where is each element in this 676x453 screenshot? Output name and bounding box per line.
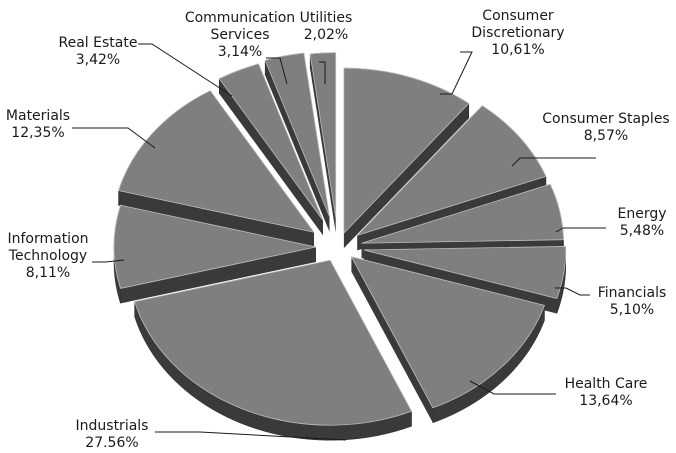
leader-line-health-care	[469, 380, 556, 395]
slice-name-label-consumer-staples: Consumer Staples	[542, 111, 669, 127]
pie-slice-materials	[118, 90, 315, 233]
slice-name-label-financials: Financials	[598, 285, 667, 301]
leader-line-financials	[555, 287, 590, 296]
leader-line-real-estate	[138, 43, 233, 97]
leader-line-energy	[555, 227, 606, 233]
pie-slice-utilities	[309, 52, 337, 218]
slice-name-label-utilities: Utilities	[300, 10, 353, 26]
leader-line-industrials	[155, 431, 347, 441]
pie-slice-energy	[361, 183, 564, 244]
leader-line-communication-services	[266, 57, 288, 85]
pie-tops	[113, 52, 567, 426]
leader-line-information-technology	[92, 259, 125, 263]
slice-name-label-energy: Energy	[617, 206, 666, 222]
slice-value-label-consumer-staples: 8,57%	[584, 128, 628, 144]
slice-side-face-utilities-0	[310, 53, 336, 233]
pie-slice-industrials	[134, 259, 413, 426]
slice-side-face-communication-services-0	[265, 60, 330, 232]
slice-name-label-health-care: Health Care	[565, 376, 648, 392]
slice-side-face-health-care-1	[351, 256, 433, 423]
pie-slice-communication-services	[264, 52, 330, 217]
slice-value-label-information-technology: 8,11%	[26, 265, 70, 281]
slice-value-label-communication-services: 3,14%	[218, 44, 262, 60]
pie-slice-health-care	[350, 256, 546, 409]
pie-slice-real-estate	[218, 63, 324, 221]
pie-slice-consumer-discretionary	[343, 67, 470, 235]
slice-value-label-financials: 5,10%	[610, 302, 654, 318]
slice-side-face-materials-0	[118, 190, 315, 248]
slice-name-label-information-technology: Technology	[8, 248, 87, 264]
pie-slice-information-technology	[113, 204, 317, 289]
slice-value-label-materials: 12,35%	[11, 125, 64, 141]
slice-side-face-real-estate-0	[219, 78, 323, 236]
leader-line-materials	[72, 127, 156, 149]
slice-value-label-utilities: 2,02%	[304, 27, 348, 43]
slice-name-label-real-estate: Real Estate	[59, 35, 138, 51]
slice-side-face-consumer-discretionary-1	[343, 103, 469, 249]
slice-name-label-information-technology: Information	[7, 231, 88, 247]
pie-slice-financials	[363, 246, 567, 300]
slice-value-label-energy: 5,48%	[620, 223, 664, 239]
slice-value-label-consumer-discretionary: 10,61%	[491, 42, 544, 58]
slice-side-face-information-technology-0	[120, 246, 316, 304]
slice-name-label-materials: Materials	[6, 108, 70, 124]
slice-value-label-industrials: 27.56%	[85, 435, 138, 451]
slice-name-label-communication-services: Services	[210, 27, 269, 43]
slice-value-label-health-care: 13,64%	[579, 393, 632, 409]
pie-slice-consumer-staples	[357, 105, 547, 236]
slice-value-label-real-estate: 3,42%	[76, 52, 120, 68]
leader-lines	[72, 43, 606, 441]
leader-line-consumer-staples	[511, 157, 596, 167]
slice-name-label-communication-services: Communication	[185, 10, 295, 26]
leader-line-consumer-discretionary	[440, 51, 473, 95]
slice-name-label-industrials: Industrials	[76, 418, 149, 434]
slice-name-label-consumer-discretionary: Discretionary	[471, 25, 564, 41]
leader-line-utilities	[319, 61, 326, 84]
slice-name-label-consumer-discretionary: Consumer	[482, 8, 554, 24]
